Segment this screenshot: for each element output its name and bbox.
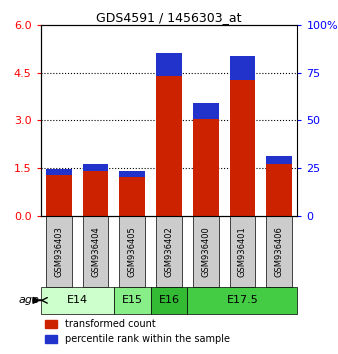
Bar xyxy=(41,286,114,314)
Text: GSM936401: GSM936401 xyxy=(238,226,247,277)
Text: GSM936403: GSM936403 xyxy=(54,226,64,277)
Bar xyxy=(119,171,145,177)
Text: E14: E14 xyxy=(67,295,88,306)
Bar xyxy=(266,216,292,286)
Bar xyxy=(156,52,182,76)
Text: E17.5: E17.5 xyxy=(226,295,258,306)
Bar xyxy=(46,216,72,286)
Bar xyxy=(119,216,145,286)
Bar xyxy=(266,156,292,164)
Text: GSM936404: GSM936404 xyxy=(91,226,100,277)
Bar xyxy=(266,164,292,216)
Bar xyxy=(83,216,108,286)
Bar xyxy=(83,164,108,171)
Bar xyxy=(193,103,219,119)
Bar xyxy=(230,216,255,286)
Text: GSM936400: GSM936400 xyxy=(201,226,210,277)
Bar xyxy=(83,171,108,216)
Text: E16: E16 xyxy=(159,295,179,306)
Bar xyxy=(46,175,72,216)
Text: GSM936406: GSM936406 xyxy=(274,226,284,277)
Bar xyxy=(193,119,219,216)
Title: GDS4591 / 1456303_at: GDS4591 / 1456303_at xyxy=(96,11,242,24)
Text: age: age xyxy=(19,295,40,306)
Bar xyxy=(46,169,72,175)
Bar xyxy=(119,177,145,216)
Text: GSM936402: GSM936402 xyxy=(165,226,173,277)
Bar xyxy=(193,216,219,286)
Bar xyxy=(156,76,182,216)
Bar xyxy=(156,216,182,286)
Bar xyxy=(114,286,151,314)
Legend: transformed count, percentile rank within the sample: transformed count, percentile rank withi… xyxy=(45,319,230,344)
Bar xyxy=(230,56,255,80)
Text: E15: E15 xyxy=(122,295,143,306)
Bar xyxy=(187,286,297,314)
Text: GSM936405: GSM936405 xyxy=(128,226,137,277)
Bar xyxy=(151,286,187,314)
Bar xyxy=(230,80,255,216)
